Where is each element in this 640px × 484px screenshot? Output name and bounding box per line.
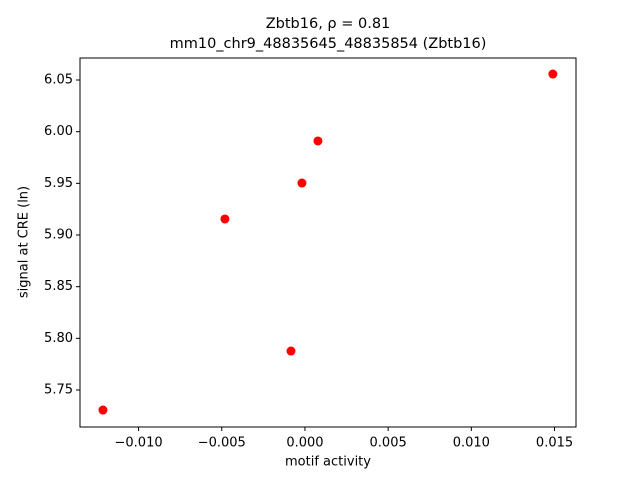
point (548, 69, 558, 79)
y-tick-label: 5.85 (44, 279, 73, 294)
y-tick-label: 5.95 (44, 176, 73, 191)
chart-subtitle: mm10_chr9_48835645_48835854 (Zbtb16) (170, 36, 487, 52)
y-tick-label: 5.75 (44, 383, 73, 398)
x-tick-label: 0.005 (370, 436, 407, 451)
y-tick-label: 6.00 (44, 124, 73, 139)
y-tick-label: 5.80 (44, 331, 73, 346)
point (220, 214, 230, 224)
x-tick-label: 0.010 (453, 436, 490, 451)
plot-frame (79, 57, 577, 428)
x-tick-label: 0.015 (536, 436, 573, 451)
point (297, 178, 307, 188)
point (313, 136, 323, 146)
y-axis-label: signal at CRE (ln) (17, 186, 32, 298)
x-tick-label: −0.005 (198, 436, 246, 451)
y-tick-label: 5.90 (44, 228, 73, 243)
y-tick-label: 6.05 (44, 73, 73, 88)
chart-title: Zbtb16, ρ = 0.81 (266, 16, 391, 32)
x-tick-label: 0.000 (286, 436, 323, 451)
point (98, 405, 108, 415)
x-axis-label: motif activity (285, 455, 371, 470)
point (286, 346, 296, 356)
x-tick-label: −0.010 (115, 436, 163, 451)
